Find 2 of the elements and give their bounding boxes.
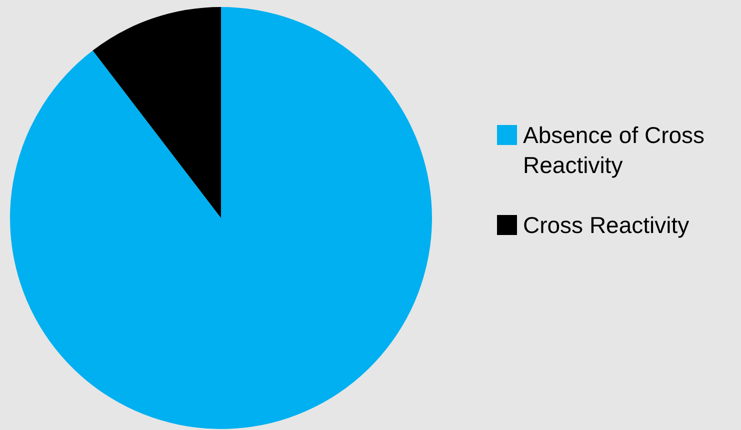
legend-label: Absence of Cross Reactivity (523, 121, 706, 180)
legend-label: Cross Reactivity (523, 211, 690, 240)
